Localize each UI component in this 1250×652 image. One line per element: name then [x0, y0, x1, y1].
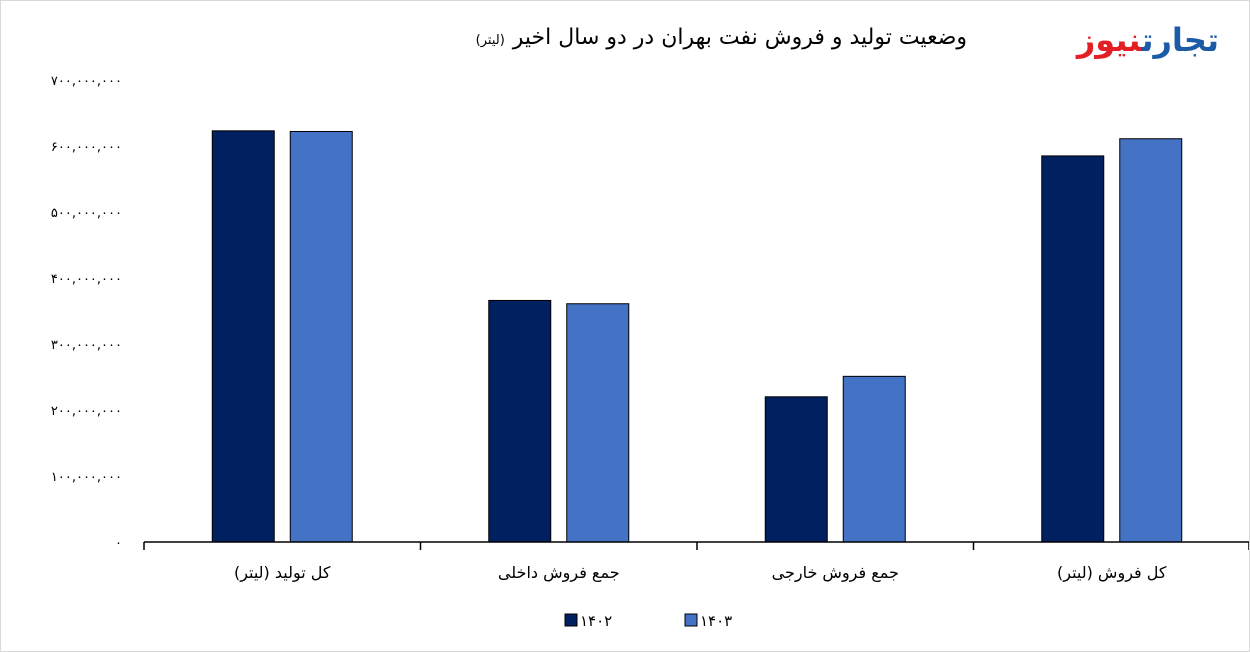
logo-text-tejarat: تجارت [1141, 21, 1220, 59]
legend-label-series-1: ۱۴۰۲ [580, 612, 612, 630]
bar-series-1-category-3 [764, 396, 828, 543]
chart-title: وضعیت تولید و فروش نفت بهران در دو سال ا… [512, 25, 967, 50]
bar-series-2-category-1 [289, 130, 353, 543]
chart-title-row: وضعیت تولید و فروش نفت بهران در دو سال ا… [476, 25, 967, 50]
x-category-label: جمع فروش خارجی [772, 563, 899, 583]
bar-series-2-category-2 [566, 303, 630, 543]
brand-logo: تجارتنیوز [1076, 21, 1220, 59]
bar-series-1-category-2 [488, 299, 552, 543]
bar-series-2-category-3 [842, 375, 906, 543]
legend-swatch-series-1 [564, 613, 578, 627]
x-category-label: کل فروش (لیتر) [1057, 563, 1167, 583]
y-tick-label: ۱۰۰,۰۰۰,۰۰۰ [51, 470, 122, 485]
x-category-label: کل تولید (لیتر) [234, 563, 331, 583]
y-tick-label: ۵۰۰,۰۰۰,۰۰۰ [51, 206, 122, 221]
bar-series-1-category-1 [211, 130, 275, 543]
bar-series-2-category-4 [1119, 138, 1183, 543]
y-tick-label: ۶۰۰,۰۰۰,۰۰۰ [51, 140, 122, 155]
legend-swatch-series-2 [684, 613, 698, 627]
logo-text-news: نیوز [1076, 21, 1143, 59]
y-tick-label: ۴۰۰,۰۰۰,۰۰۰ [51, 272, 122, 287]
legend-label-series-2: ۱۴۰۳ [700, 612, 732, 630]
y-tick-label: ۲۰۰,۰۰۰,۰۰۰ [51, 404, 122, 419]
x-category-label: جمع فروش داخلی [498, 563, 620, 583]
y-tick-label: ۳۰۰,۰۰۰,۰۰۰ [51, 338, 122, 353]
bar-series-1-category-4 [1041, 155, 1105, 543]
y-tick-label: ۷۰۰,۰۰۰,۰۰۰ [51, 74, 122, 89]
y-tick-label: ۰ [115, 536, 122, 551]
chart-title-unit: (لیتر) [475, 33, 505, 48]
